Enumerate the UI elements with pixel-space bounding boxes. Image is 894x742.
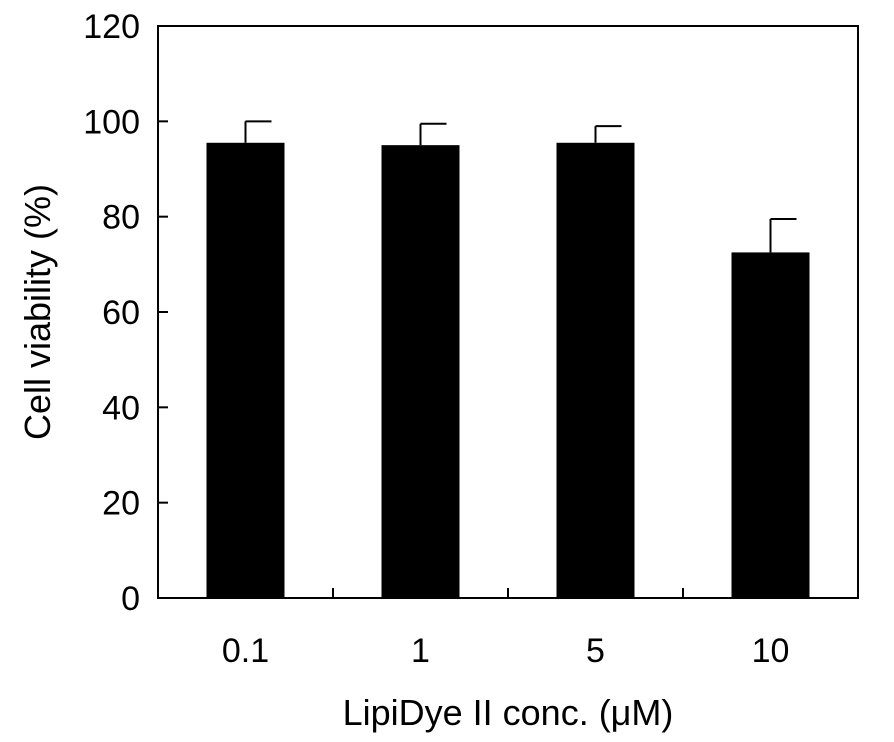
bar	[206, 142, 285, 599]
bar	[381, 145, 460, 598]
y-tick-label: 0	[121, 580, 140, 618]
y-axis-ticks: 0 20 40 60 80 100 120	[83, 8, 168, 618]
x-axis-ticks: 0.1 1 5 10	[222, 588, 790, 670]
bars	[206, 142, 810, 599]
x-axis-title: LipiDye II conc. (μM)	[343, 692, 674, 733]
y-tick-label: 60	[102, 294, 140, 332]
y-tick-label: 120	[83, 8, 140, 46]
bar	[556, 142, 635, 599]
y-tick-label: 20	[102, 485, 140, 523]
error-bars	[244, 120, 797, 253]
bar	[731, 252, 810, 598]
x-tick-label: 1	[411, 632, 430, 670]
y-axis-title: Cell viability (%)	[17, 184, 58, 440]
y-tick-label: 100	[83, 103, 140, 141]
x-tick-label: 10	[752, 632, 790, 670]
x-tick-label: 5	[586, 632, 605, 670]
y-tick-label: 80	[102, 199, 140, 237]
y-tick-label: 40	[102, 389, 140, 427]
x-tick-label: 0.1	[222, 632, 269, 670]
